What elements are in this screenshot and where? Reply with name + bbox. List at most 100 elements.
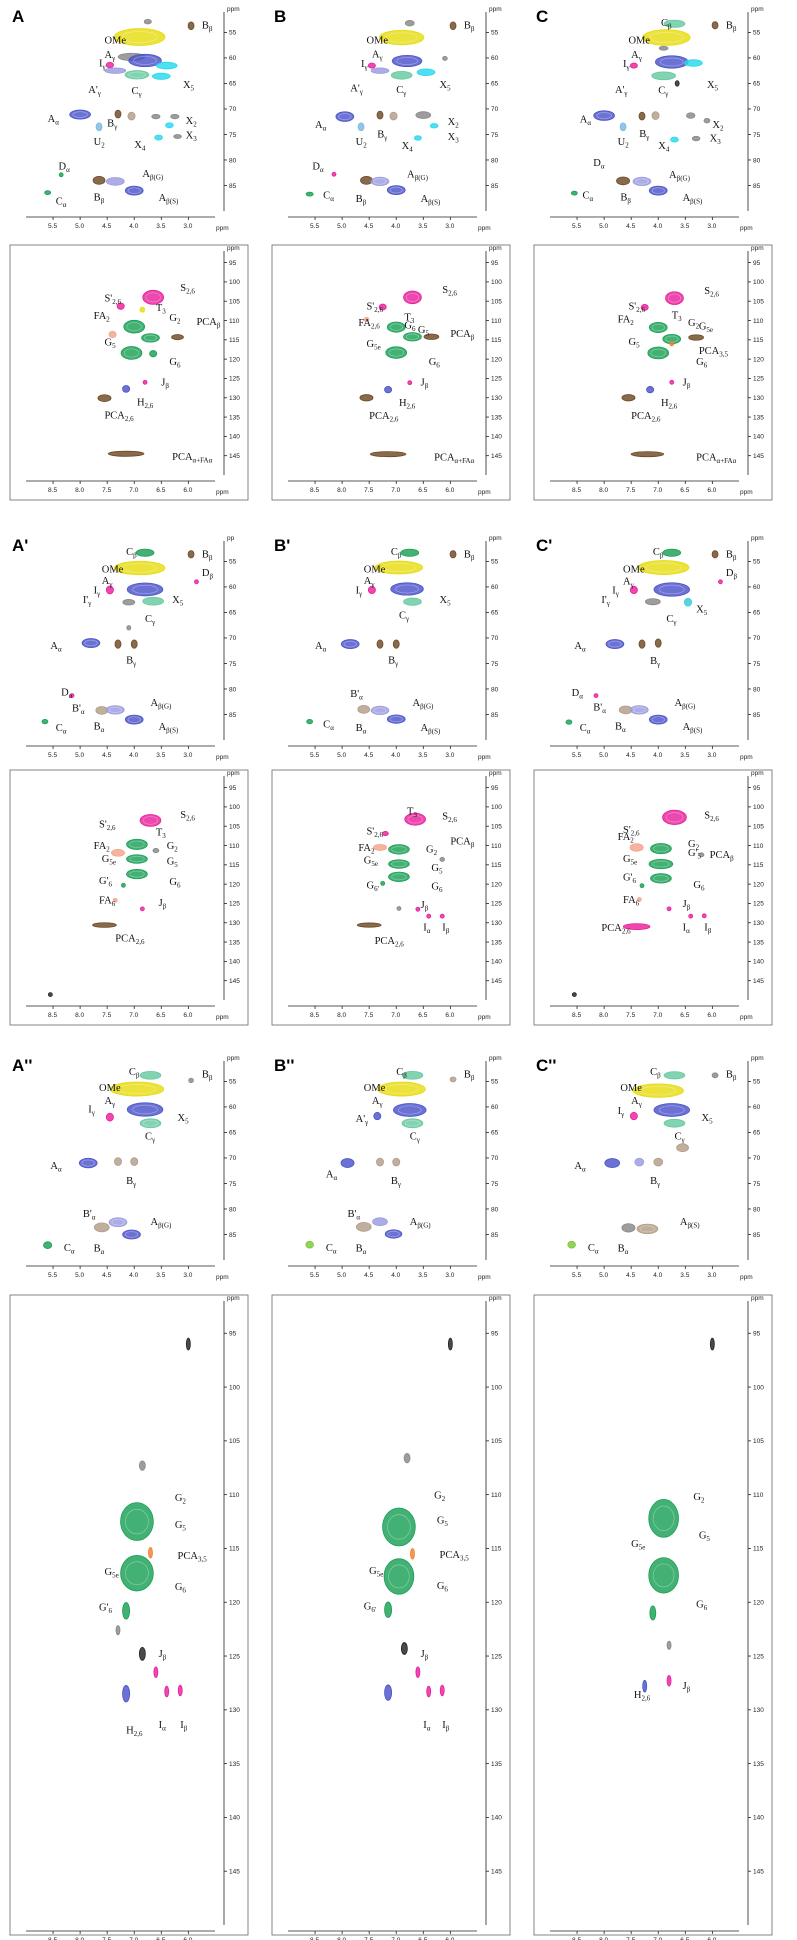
cross-peak-gray — [439, 857, 446, 862]
assignment-label: G6 — [169, 357, 181, 370]
assignment-label: T3 — [407, 807, 417, 820]
y-tick-label: 105 — [491, 824, 502, 831]
panel-B'-aromatic: 95 100 105 110 115 120 125 130 135 140 145 ppm 8.5 8.… — [271, 769, 511, 1026]
cross-peak-green — [126, 838, 148, 850]
assignment-label: Iβ — [704, 922, 712, 935]
y-tick-label: 100 — [491, 804, 502, 811]
cross-peak-green — [120, 346, 143, 360]
peak-label: Cβ — [650, 1067, 661, 1080]
x-tick-label: 5.0 — [599, 1272, 608, 1279]
cross-peak-lightgreen — [401, 1118, 424, 1129]
x-axis-unit: ppm — [740, 1014, 753, 1021]
cross-peak-gray — [703, 118, 711, 124]
contour-line — [596, 112, 612, 120]
assignment-label: Aγ — [372, 1096, 383, 1109]
cross-peak-brown — [92, 176, 106, 185]
assignment-label: G6 — [693, 880, 705, 893]
y-tick-label: 100 — [229, 804, 240, 811]
cross-peak-brown — [654, 638, 662, 648]
contour-line — [145, 292, 161, 303]
y-tick-label: 130 — [753, 920, 764, 927]
cross-peak-green — [380, 880, 386, 886]
cross-peak-black — [185, 1337, 191, 1351]
cross-peak-green — [123, 319, 146, 334]
cross-peak-pink — [701, 913, 707, 919]
panel-letter: B'' — [274, 1056, 294, 1075]
y-tick-label: 60 — [753, 1104, 761, 1111]
cross-peak-gray — [404, 20, 415, 27]
x-tick-label: 8.5 — [572, 1937, 581, 1940]
cross-peak-salmon — [629, 843, 644, 852]
assignment-label: Cγ — [396, 85, 406, 98]
assignment-label: Cα — [582, 191, 593, 204]
assignment-label: Aα — [48, 114, 60, 127]
cross-peak-blue — [340, 1158, 355, 1168]
x-tick-label: 3.0 — [707, 752, 716, 759]
cross-peak-pink — [665, 291, 684, 305]
assignment-label: Cα — [326, 1243, 337, 1256]
y-tick-label: 70 — [229, 1155, 237, 1162]
x-tick-label: 8.5 — [310, 1012, 319, 1019]
assignment-label: X2 — [712, 120, 724, 132]
y-tick-label: 140 — [229, 959, 240, 966]
assignment-label: A'γ — [350, 84, 363, 97]
cross-peak-green — [120, 1555, 154, 1592]
x-tick-label: 3.5 — [418, 1272, 427, 1279]
cross-peak-blue — [648, 714, 668, 725]
y-tick-label: 105 — [229, 299, 240, 306]
y-tick-label: 120 — [491, 1600, 502, 1607]
assignment-label: Cγ — [145, 1132, 155, 1145]
assignment-label: G2 — [426, 844, 438, 857]
x-tick-label: 5.0 — [337, 223, 346, 230]
assignment-label: T3 — [156, 303, 166, 316]
assignment-label: X2 — [448, 117, 460, 130]
y-tick-label: 110 — [491, 1492, 502, 1499]
cross-peak-green — [121, 882, 126, 888]
cross-peak-pink — [407, 380, 413, 386]
cross-peak-salmon — [373, 844, 387, 851]
assignment-label: Aβ(G) — [150, 1217, 172, 1230]
cross-peak-tan — [636, 1223, 659, 1235]
cross-peak-lavender — [629, 705, 649, 715]
y-tick-label: 125 — [491, 1653, 502, 1660]
cross-peak-limegreen — [567, 1240, 576, 1249]
x-tick-label: 8.0 — [75, 487, 84, 494]
cross-peak-pink — [622, 923, 651, 930]
assignment-label: FA2 — [94, 311, 111, 324]
cross-peak-tan — [651, 111, 660, 120]
assignment-label: T3 — [404, 312, 414, 325]
assignment-label: Bα — [618, 1243, 629, 1256]
x-tick-label: 4.0 — [391, 752, 400, 759]
x-tick-label: 3.5 — [418, 223, 427, 230]
cross-peak-gray — [143, 19, 152, 25]
y-tick-label: 130 — [229, 1707, 240, 1714]
assignment-label: Aβ(G) — [407, 169, 429, 182]
assignment-label: Aα — [315, 120, 327, 132]
y-tick-label: 65 — [753, 1130, 761, 1137]
y-tick-label: 75 — [229, 132, 237, 139]
y-tick-label: 70 — [753, 635, 761, 642]
panel-A''-aliphatic: 55 60 65 70 75 80 85 ppm 5.5 5.0 4.5 4.0 3.5 3.0 ppm OM… — [12, 1055, 240, 1281]
cross-peak-tan — [676, 1143, 689, 1153]
contour-line — [658, 1105, 685, 1115]
cross-peak-salmon — [108, 330, 117, 339]
cross-peak-green — [388, 844, 410, 855]
assignment-label: Aβ(S) — [683, 722, 703, 735]
cross-peak-green — [384, 1601, 393, 1618]
assignment-label: Bγ — [650, 656, 660, 669]
assignment-label: FA2 — [618, 832, 635, 845]
y-tick-label: 55 — [491, 559, 499, 566]
contour-line — [132, 1104, 158, 1115]
assignment-label: Cα — [588, 1243, 599, 1256]
cross-peak-pink — [105, 1112, 114, 1122]
peak-label: Bβ — [202, 1069, 213, 1082]
x-axis-unit: ppm — [478, 225, 491, 232]
cross-peak-gray — [621, 1223, 636, 1233]
contour-line — [129, 870, 145, 878]
y-tick-label: 65 — [229, 1130, 237, 1137]
assignment-label: Cγ — [410, 1132, 420, 1145]
cross-peak-pink — [367, 62, 376, 69]
y-tick-label: 130 — [753, 395, 764, 402]
assignment-label: Bγ — [391, 1176, 401, 1189]
assignment-label: X3 — [186, 130, 198, 143]
